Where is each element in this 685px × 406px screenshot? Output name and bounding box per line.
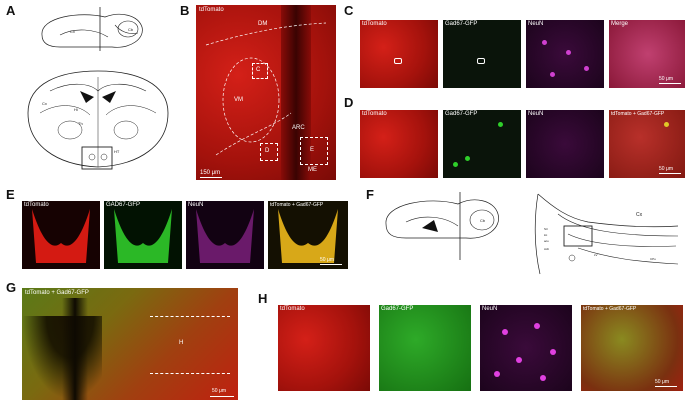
panel-c-gfp: Gad67-GFP [443, 20, 521, 88]
cor-th: Th [78, 121, 83, 126]
panel-b-image: tdTomato DM VM ARC ME C D E 150 μm [196, 5, 336, 180]
panel-h-tdtomato: tdTomato [278, 305, 370, 391]
box-e [300, 137, 328, 165]
panel-e-neun: NeuN [186, 201, 264, 269]
panel-c-neun: NeuN [526, 20, 604, 88]
panel-d-neun: NeuN [526, 110, 604, 178]
panel-d-scale: 50 μm [659, 166, 673, 172]
box-c-label: C [256, 67, 261, 73]
panel-label-c: C [344, 3, 354, 18]
panel-h-label-4: tdTomato + Gad67-GFP [583, 306, 637, 312]
panel-e-label-2: GAD67-GFP [106, 202, 141, 208]
panel-c-label-3: NeuN [528, 21, 544, 27]
panel-e-scale: 50 μm [320, 257, 334, 263]
panel-g-box [150, 316, 230, 374]
panel-label-g: G [6, 280, 17, 295]
panel-b-outlines [205, 22, 327, 156]
f-cpu: CPu [650, 257, 656, 261]
f-aco: aco [544, 239, 549, 243]
panel-label-a: A [6, 3, 16, 18]
region-me: ME [308, 167, 317, 173]
panel-g-scalebar [210, 396, 234, 397]
svg-text:Cb: Cb [480, 218, 486, 223]
box-e-label: E [310, 147, 315, 153]
panel-d-label-2: Gad67-GFP [445, 111, 478, 117]
panel-b-scale: 150 μm [200, 170, 221, 176]
panel-e-label-3: NeuN [188, 202, 204, 208]
region-arc: ARC [292, 125, 305, 131]
panel-g-label: tdTomato + Gad67-GFP [25, 290, 89, 296]
panel-h-gfp: Gad67-GFP [379, 305, 471, 391]
f-cx: Cx [636, 212, 643, 218]
panel-c-label-1: tdTomato [362, 21, 387, 27]
panel-d-scalebar [659, 173, 681, 174]
panel-c-tdtomato: tdTomato [360, 20, 438, 88]
panel-g-scale: 50 μm [212, 388, 226, 394]
panel-h-label-1: tdTomato [280, 306, 305, 312]
panel-h-label-2: Gad67-GFP [381, 306, 414, 312]
panel-c-label-2: Gad67-GFP [445, 21, 478, 27]
panel-label-h: H [258, 291, 268, 306]
panel-d-label-3: NeuN [528, 111, 544, 117]
brain-schematic-a: Cx Cb Cx Hi Th HT [27, 7, 169, 170]
panel-e-label-4: tdTomato + Gad67-GFP [270, 202, 324, 208]
cor-hi: Hi [74, 107, 78, 112]
panel-d-merge: tdTomato + Gad67-GFP 50 μm [609, 110, 685, 178]
panel-h-label-3: NeuN [482, 306, 498, 312]
panel-g-box-label: H [179, 340, 184, 346]
region-dm: DM [258, 21, 268, 27]
f-lot: lot [544, 233, 547, 237]
panel-c-label-4: Merge [611, 21, 629, 27]
panel-e-label-1: tdTomato [24, 202, 49, 208]
panel-c-scalebar [659, 83, 681, 84]
panel-b-channel: tdTomato [199, 7, 224, 13]
panel-d-tdtomato: tdTomato [360, 110, 438, 178]
panel-h-merge: tdTomato + Gad67-GFP 50 μm [581, 305, 683, 391]
box-d-label: D [265, 148, 270, 154]
sag-cx: Cx [70, 29, 75, 34]
cor-cx: Cx [42, 101, 47, 106]
panel-e-merge: tdTomato + Gad67-GFP 50 μm [268, 201, 348, 269]
cor-ht: HT [114, 149, 120, 154]
panel-c-merge: Merge 50 μm [609, 20, 685, 88]
panel-h-scale: 50 μm [655, 379, 669, 385]
panel-e-tdtomato: tdTomato [22, 201, 100, 269]
box-d [260, 143, 278, 161]
f-str: Str [544, 227, 548, 231]
f-acb: Acb [544, 247, 550, 251]
panel-label-b: B [180, 3, 190, 18]
sag-cb: Cb [128, 27, 134, 32]
panel-c-scale: 50 μm [659, 76, 673, 82]
panel-b-scalebar [200, 177, 222, 178]
brain-schematic-f: Cb Cx Str lot aco Acb LV CPu [385, 192, 679, 275]
panel-d-label-1: tdTomato [362, 111, 387, 117]
panel-g-image: tdTomato + Gad67-GFP H 50 μm [22, 288, 238, 400]
panel-d-label-4: tdTomato + Gad67-GFP [611, 111, 665, 117]
panel-h-scalebar [655, 386, 677, 387]
box-c [252, 63, 268, 79]
panel-label-f: F [366, 187, 374, 202]
region-vm: VM [234, 97, 243, 103]
panel-label-e: E [6, 187, 15, 202]
panel-label-d: D [344, 95, 354, 110]
panel-d-gfp: Gad67-GFP [443, 110, 521, 178]
panel-e-gfp: GAD67-GFP [104, 201, 182, 269]
panel-e-scalebar [320, 264, 342, 265]
f-lv: LV [594, 253, 597, 257]
panel-h-neun: NeuN [480, 305, 572, 391]
